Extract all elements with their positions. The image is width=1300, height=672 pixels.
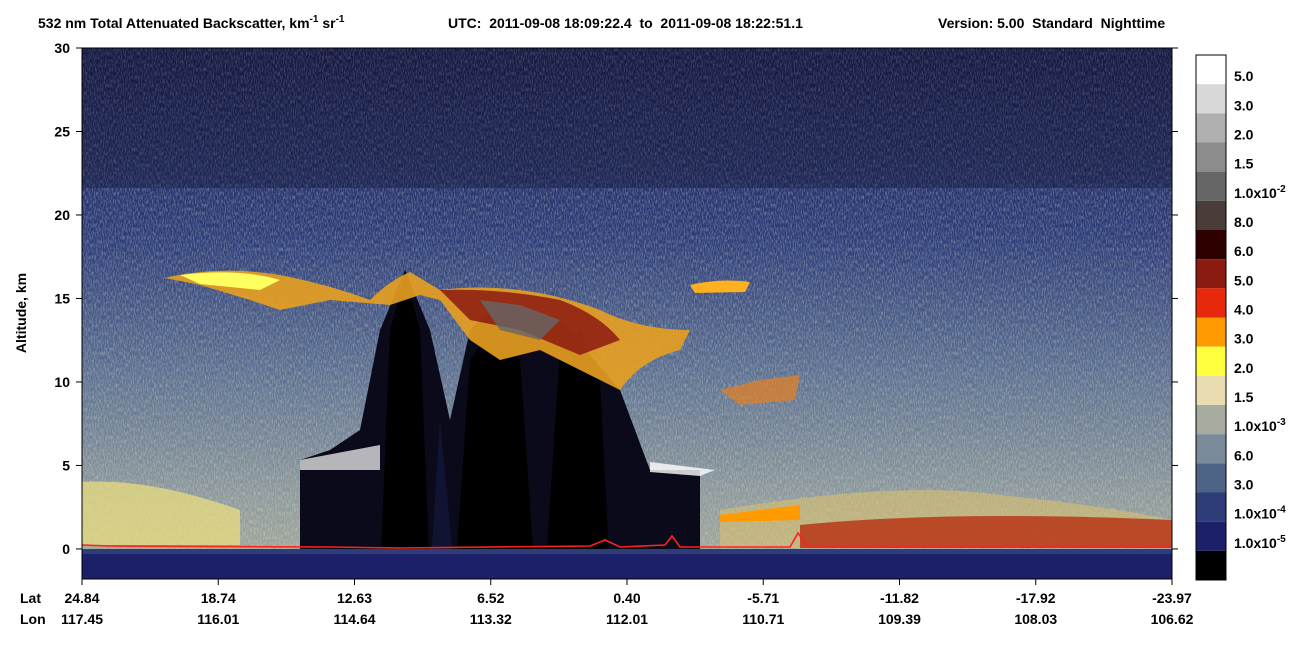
y-tick-label: 15 bbox=[54, 290, 70, 306]
colorbar-swatch bbox=[1196, 142, 1226, 172]
lon-value: 109.39 bbox=[878, 611, 921, 627]
colorbar-label-text: 2.0 bbox=[1234, 360, 1254, 376]
y-tick-label: 10 bbox=[54, 374, 70, 390]
colorbar-label: 3.0 bbox=[1234, 97, 1254, 113]
lat-value: 0.40 bbox=[613, 590, 640, 606]
colorbar-label-text: 1.0x10 bbox=[1234, 506, 1277, 522]
colorbar-label: 1.5 bbox=[1234, 389, 1254, 405]
colorbar-label: 1.0x10-5 bbox=[1234, 534, 1286, 551]
colorbar-label: 8.0 bbox=[1234, 214, 1254, 230]
colorbar-swatch bbox=[1196, 434, 1226, 464]
colorbar-label-exp: -2 bbox=[1277, 184, 1286, 195]
colorbar-label: 4.0 bbox=[1234, 302, 1254, 318]
colorbar-label-text: 3.0 bbox=[1234, 331, 1254, 347]
title-utc: UTC: 2011-09-08 18:09:22.4 to 2011-09-08… bbox=[448, 15, 803, 31]
colorbar-label: 6.0 bbox=[1234, 447, 1254, 463]
colorbar-swatch bbox=[1196, 405, 1226, 435]
colorbar-swatch bbox=[1196, 288, 1226, 318]
backscatter-image bbox=[82, 48, 1172, 579]
colorbar-label: 2.0 bbox=[1234, 127, 1254, 143]
lon-value: 112.01 bbox=[606, 611, 648, 627]
colorbar-label-text: 3.0 bbox=[1234, 477, 1254, 493]
colorbar-swatch bbox=[1196, 375, 1226, 405]
colorbar-label-exp: -3 bbox=[1277, 417, 1286, 428]
colorbar-label: 1.0x10-3 bbox=[1234, 417, 1286, 434]
colorbar-swatch bbox=[1196, 463, 1226, 493]
y-tick-label: 5 bbox=[62, 457, 70, 473]
colorbar-swatch bbox=[1196, 171, 1226, 201]
lat-value: -23.97 bbox=[1152, 590, 1192, 606]
colorbar-swatch bbox=[1196, 259, 1226, 289]
colorbar-label: 1.0x10-4 bbox=[1234, 505, 1286, 522]
colorbar-swatch bbox=[1196, 550, 1226, 580]
y-tick-label: 30 bbox=[54, 40, 70, 56]
colorbar-label-text: 4.0 bbox=[1234, 302, 1254, 318]
colorbar-label-text: 1.0x10 bbox=[1234, 185, 1277, 201]
colorbar-label: 3.0 bbox=[1234, 331, 1254, 347]
colorbar-frame bbox=[1195, 54, 1227, 581]
lon-value: 114.64 bbox=[333, 611, 375, 627]
lat-value: -17.92 bbox=[1016, 590, 1056, 606]
colorbar-label: 1.0x10-2 bbox=[1234, 184, 1286, 201]
colorbar-label-text: 6.0 bbox=[1234, 243, 1254, 259]
colorbar-swatch bbox=[1196, 55, 1226, 85]
title-main: 532 nm Total Attenuated Backscatter, km-… bbox=[38, 14, 345, 31]
colorbar-label-text: 1.5 bbox=[1234, 389, 1254, 405]
colorbar-swatch bbox=[1196, 230, 1226, 260]
lat-label: Lat bbox=[20, 590, 41, 606]
lon-value: 113.32 bbox=[470, 611, 512, 627]
colorbar-swatch bbox=[1196, 521, 1226, 551]
lon-label: Lon bbox=[20, 611, 46, 627]
colorbar: 5.03.02.01.51.0x10-28.06.05.04.03.02.01.… bbox=[1195, 54, 1286, 581]
colorbar-swatch bbox=[1196, 492, 1226, 522]
y-axis: 0 5 10 15 20 25 30 bbox=[54, 40, 1178, 557]
colorbar-label: 5.0 bbox=[1234, 68, 1254, 84]
lat-value: -11.82 bbox=[880, 590, 919, 606]
colorbar-label-text: 2.0 bbox=[1234, 127, 1254, 143]
y-tick-label: 25 bbox=[54, 123, 70, 139]
colorbar-swatch bbox=[1196, 317, 1226, 347]
colorbar-label-text: 1.0x10 bbox=[1234, 535, 1277, 551]
title-version: Version: 5.00 Standard Nighttime bbox=[938, 15, 1165, 31]
colorbar-label-text: 5.0 bbox=[1234, 272, 1254, 288]
lat-value: -5.71 bbox=[747, 590, 779, 606]
colorbar-label-text: 6.0 bbox=[1234, 447, 1254, 463]
lon-value: 108.03 bbox=[1014, 611, 1057, 627]
lat-value: 6.52 bbox=[477, 590, 504, 606]
colorbar-label-text: 5.0 bbox=[1234, 68, 1254, 84]
colorbar-label-text: 1.5 bbox=[1234, 156, 1254, 172]
colorbar-label-exp: -5 bbox=[1277, 534, 1286, 545]
lon-value: 116.01 bbox=[197, 611, 239, 627]
colorbar-label-text: 3.0 bbox=[1234, 97, 1254, 113]
colorbar-label-exp: -4 bbox=[1277, 505, 1286, 516]
colorbar-label: 1.5 bbox=[1234, 156, 1254, 172]
lon-value: 106.62 bbox=[1151, 611, 1194, 627]
colorbar-label: 2.0 bbox=[1234, 360, 1254, 376]
colorbar-swatch bbox=[1196, 113, 1226, 143]
x-axis: 24.84 117.45 18.74 116.01 12.63 114.64 6.52 113… bbox=[61, 579, 1194, 627]
colorbar-swatch bbox=[1196, 84, 1226, 114]
colorbar-label-text: 1.0x10 bbox=[1234, 418, 1277, 434]
lon-value: 110.71 bbox=[742, 611, 784, 627]
colorbar-label: 6.0 bbox=[1234, 243, 1254, 259]
y-axis-label: Altitude, km bbox=[13, 273, 29, 353]
y-tick-label: 20 bbox=[54, 207, 70, 223]
colorbar-label: 3.0 bbox=[1234, 477, 1254, 493]
colorbar-swatch bbox=[1196, 200, 1226, 230]
y-tick-label: 0 bbox=[62, 541, 70, 557]
lat-value: 24.84 bbox=[64, 590, 99, 606]
lon-value: 117.45 bbox=[61, 611, 103, 627]
colorbar-label-text: 8.0 bbox=[1234, 214, 1254, 230]
lat-value: 18.74 bbox=[201, 590, 236, 606]
colorbar-swatch bbox=[1196, 346, 1226, 376]
lat-value: 12.63 bbox=[337, 590, 372, 606]
colorbar-label: 5.0 bbox=[1234, 272, 1254, 288]
